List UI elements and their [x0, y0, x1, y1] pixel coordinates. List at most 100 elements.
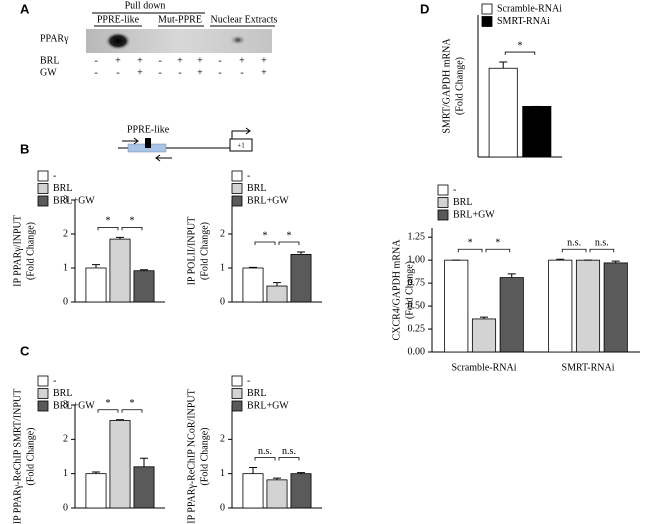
legend-swatch — [231, 195, 243, 207]
error-bar — [249, 466, 257, 474]
error-bar — [249, 266, 257, 268]
bar — [488, 67, 518, 158]
bar — [266, 285, 288, 303]
blot-sign: + — [197, 55, 203, 66]
blot-sign: + — [239, 55, 245, 66]
blot-row-label: BRL — [40, 55, 59, 66]
error-bar — [92, 471, 100, 474]
legend-label: BRL+GW — [247, 400, 289, 411]
significance-bracket — [457, 248, 483, 253]
y-tick-label: 2 — [63, 434, 68, 445]
legend-label: - — [53, 170, 56, 181]
primer-reverse — [155, 154, 172, 162]
blot-sign: - — [218, 55, 221, 66]
y-tick-label: 0 — [63, 502, 68, 513]
bar — [109, 238, 131, 303]
y-tick-label: 1.00 — [408, 254, 426, 265]
blot-protein: PPARγ — [40, 33, 69, 44]
legend-label: BRL+GW — [453, 209, 495, 220]
significance-bracket — [589, 248, 615, 253]
legend-swatch — [231, 170, 243, 182]
y-axis-label: (Fold Change) — [25, 427, 36, 485]
bar — [522, 106, 552, 158]
error-bar — [116, 419, 124, 421]
y-axis-label: IP PPARγ-ReChIP NCoR/INPUT — [186, 389, 197, 523]
significance-bracket — [254, 241, 276, 246]
x-tick-label: Scramble-RNAi — [452, 362, 517, 373]
legend-swatch — [481, 16, 493, 27]
significance-label: * — [287, 230, 292, 241]
bar — [133, 466, 155, 509]
legend-label: - — [453, 184, 456, 195]
bar — [242, 267, 264, 303]
blot-sign: + — [197, 67, 203, 78]
bar — [471, 318, 497, 353]
significance-bracket — [121, 227, 143, 231]
legend-swatch — [37, 375, 49, 387]
legend-swatch — [437, 197, 449, 208]
blot-sign: + — [137, 67, 143, 78]
significance-bracket — [278, 241, 300, 246]
y-tick-label: 2 — [63, 228, 68, 239]
bar — [109, 420, 131, 509]
blot-sign: + — [261, 67, 267, 78]
bar — [603, 262, 628, 353]
blot-sign: - — [240, 67, 243, 78]
error-bar — [140, 269, 148, 271]
significance-label: n.s. — [258, 446, 272, 457]
legend-swatch — [437, 209, 449, 221]
y-tick-label: 0.50 — [408, 300, 426, 311]
legend-label: - — [247, 375, 250, 386]
y-tick-label: 0.75 — [408, 277, 426, 288]
bar — [290, 253, 312, 303]
blot-sign: + — [261, 55, 267, 66]
bar — [290, 473, 312, 509]
error-bar — [611, 260, 620, 263]
bar — [266, 479, 288, 509]
bar — [548, 259, 573, 353]
error-bar — [297, 472, 305, 474]
legend-label: BRL+GW — [53, 400, 95, 411]
legend-swatch — [37, 400, 49, 412]
y-axis-label: IP POLII/INPUT — [186, 217, 197, 286]
blot-band — [230, 35, 246, 45]
y-tick-label: 2 — [220, 228, 225, 239]
blot-sign: - — [158, 67, 161, 78]
significance-bracket — [278, 457, 300, 461]
blot-sign: - — [116, 67, 119, 78]
y-tick-label: 0.25 — [408, 323, 426, 334]
panel-label: C — [20, 343, 30, 358]
legend-swatch — [481, 3, 493, 15]
significance-bracket — [504, 51, 536, 56]
blot-sign: - — [94, 55, 97, 66]
y-tick-label: 1 — [220, 262, 225, 273]
primer-forward — [122, 137, 139, 145]
blot-header: Pull down — [125, 0, 166, 11]
significance-bracket — [485, 248, 511, 253]
blot-sign: + — [137, 55, 143, 66]
legend-swatch — [37, 183, 49, 194]
significance-label: * — [495, 238, 500, 249]
legend-label: BRL — [453, 197, 472, 208]
legend-label: BRL+GW — [53, 195, 95, 206]
bar — [133, 270, 155, 303]
blot-group: Mut-PPRE — [158, 14, 202, 25]
significance-bracket — [97, 409, 119, 413]
blot-row-label: GW — [40, 67, 57, 78]
blot-sign: - — [158, 55, 161, 66]
significance-label: * — [130, 398, 135, 409]
blot-group: PPRE-like — [97, 14, 140, 25]
error-bar — [273, 282, 281, 287]
error-bar — [499, 61, 508, 69]
significance-label: * — [106, 398, 111, 409]
legend-swatch — [437, 184, 449, 196]
blot-sign: + — [115, 55, 121, 66]
blot-sign: - — [218, 67, 221, 78]
legend-swatch — [231, 400, 243, 412]
panel-label: A — [20, 1, 30, 16]
legend-swatch — [37, 388, 49, 399]
y-tick-label: 1 — [63, 262, 68, 273]
blot-sign: - — [178, 67, 181, 78]
panel-label: D — [420, 1, 429, 16]
